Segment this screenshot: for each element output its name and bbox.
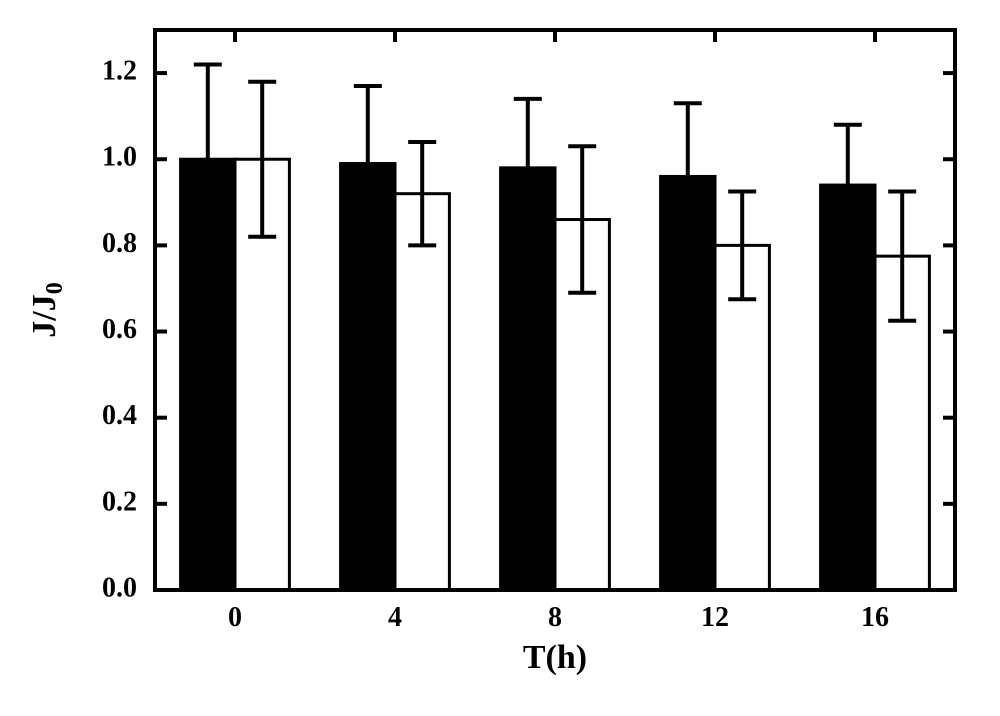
xtick-label: 16 [861, 602, 889, 633]
xtick-label: 4 [388, 602, 402, 633]
xtick-label: 12 [701, 602, 729, 633]
bar-white [395, 194, 449, 590]
x-axis-label: T(h) [523, 639, 587, 676]
ytick-label: 0.6 [102, 314, 137, 345]
ytick-label: 1.2 [102, 55, 137, 86]
xtick-label: 8 [548, 602, 562, 633]
ytick-label: 0.8 [102, 228, 137, 259]
ytick-label: 0.4 [102, 400, 137, 431]
ytick-label: 1.0 [102, 142, 137, 173]
barchart: 0.00.20.40.60.81.01.20481216T(h)J/J0 [0, 0, 1000, 716]
ytick-label: 0.0 [102, 572, 137, 603]
figure: 0.00.20.40.60.81.01.20481216T(h)J/J0 [0, 0, 1000, 716]
ytick-label: 0.2 [102, 486, 137, 517]
xtick-label: 0 [228, 602, 242, 633]
